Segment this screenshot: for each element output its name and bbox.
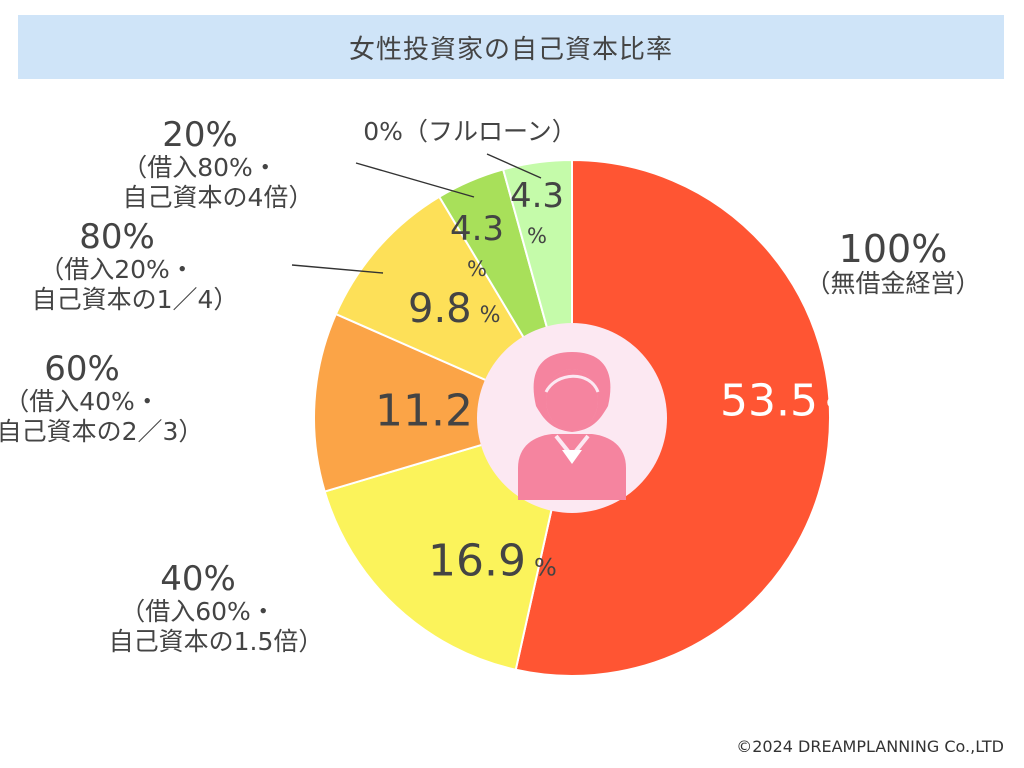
category-label: 80% (79, 217, 155, 257)
slice-value-number: 11.2 (375, 385, 473, 436)
slice-value-label: 4.3 (450, 209, 504, 249)
slice-unit-label: % (826, 393, 849, 421)
slice-unit-label: % (534, 553, 557, 581)
slice-unit-label: % (480, 303, 501, 328)
category-label: 20% (162, 115, 238, 155)
copyright: ©2024 DREAMPLANNING Co.,LTD (736, 737, 1004, 756)
leader-line (486, 153, 542, 179)
leader-line (355, 162, 475, 198)
slice-value-label: 9.8% (408, 286, 501, 332)
category-label: 100% (839, 227, 948, 271)
slice-value-number: 53.5 (720, 375, 818, 426)
category-label: 40% (160, 559, 236, 599)
slice-value-number: 16.9 (428, 535, 526, 586)
category-sublabel: （無借金経営） (805, 269, 980, 298)
slice-value-number: 9.8 (408, 286, 472, 332)
category-label: 60% (44, 349, 120, 389)
woman-avatar-icon (518, 352, 626, 500)
slice-value-label: 4.3 (510, 176, 564, 216)
slice-value-label: 16.9% (428, 535, 557, 586)
slice-value-label: 11.2% (375, 385, 504, 436)
slice-value-label: 53.5% (720, 375, 849, 426)
title-bar: 女性投資家の自己資本比率 (18, 15, 1004, 79)
category-sublabel: 自己資本の2／3） (0, 417, 203, 446)
category-sublabel: 自己資本の4倍） (123, 183, 314, 212)
center-avatar (477, 323, 667, 513)
pie-slice (313, 312, 575, 493)
category-sublabel: 自己資本の1.5倍） (109, 627, 324, 656)
slice-unit-label: % (527, 224, 547, 248)
category-sublabel: （借入60%・ (120, 597, 276, 626)
category-sublabel: （借入80%・ (122, 153, 278, 182)
category-sublabel: （借入20%・ (39, 255, 195, 284)
category-label: 0%（フルローン） (363, 117, 576, 146)
category-sublabel: （借入40%・ (4, 387, 160, 416)
pie-slice (514, 158, 831, 677)
chart-title: 女性投資家の自己資本比率 (348, 34, 673, 65)
category-sublabel: 自己資本の1／4） (32, 285, 239, 314)
slice-unit-label: % (467, 257, 487, 281)
leader-line (291, 264, 384, 274)
